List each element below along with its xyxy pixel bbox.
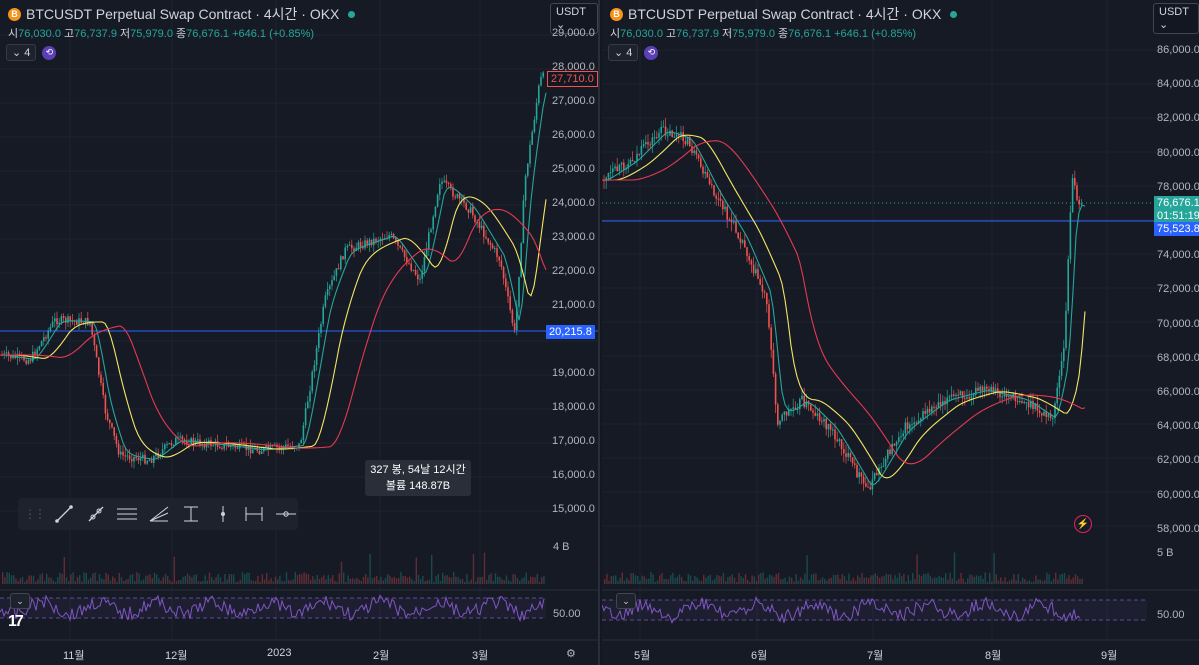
- fib-fan-icon[interactable]: [147, 502, 171, 526]
- moving-average-line: [602, 140, 1086, 465]
- bitcoin-icon: B: [8, 7, 21, 21]
- hline-price-tag: 75,523.8: [1154, 222, 1199, 236]
- trend-line-icon[interactable]: [52, 502, 76, 526]
- time-tick-label: 3월: [472, 650, 489, 662]
- collapse-pane-button[interactable]: ⌄: [616, 593, 636, 609]
- sync-icon[interactable]: ⟲: [42, 45, 57, 60]
- price-tick-label: 16,000.0: [552, 469, 595, 481]
- price-tick-label: 78,000.0: [1157, 180, 1199, 193]
- price-tick-label: 28,000.0: [552, 61, 595, 73]
- hline-price-tag: 20,215.8: [546, 325, 595, 339]
- countdown-tag: 01:51:19: [1154, 209, 1199, 223]
- chart-canvas-left[interactable]: [0, 0, 598, 665]
- price-tick-label: 25,000.0: [552, 163, 595, 175]
- price-tick-label: 29,000.0: [552, 27, 595, 39]
- date-range-icon[interactable]: [243, 502, 267, 526]
- price-tick-label: 74,000.0: [1157, 249, 1199, 262]
- moving-average-line: [602, 134, 1086, 479]
- price-tick-label: 24,000.0: [552, 197, 595, 209]
- lightning-icon[interactable]: ⚡: [1074, 515, 1092, 533]
- chart-pane-left[interactable]: B BTCUSDT Perpetual Swap Contract · 4시간 …: [0, 0, 600, 665]
- bitcoin-icon: B: [610, 7, 623, 21]
- time-tick-label: 6월: [751, 650, 768, 662]
- collapse-pane-button[interactable]: ⌄: [10, 593, 30, 609]
- volume-bars: [604, 552, 1083, 584]
- time-tick-label: 12월: [165, 650, 188, 662]
- drag-handle-icon[interactable]: ⋮⋮: [24, 507, 46, 521]
- symbol-header: B BTCUSDT Perpetual Swap Contract · 4시간 …: [8, 4, 356, 24]
- sync-icon[interactable]: ⟲: [644, 45, 659, 60]
- moving-average-line: [0, 92, 547, 460]
- tradingview-logo: 17: [8, 613, 24, 630]
- time-tick-label: 7월: [867, 650, 884, 662]
- symbol-header: B BTCUSDT Perpetual Swap Contract · 4시간 …: [610, 4, 958, 24]
- price-tick-label: 84,000.0: [1157, 78, 1199, 91]
- rsi-scale-label: 50.00: [1157, 609, 1185, 621]
- drawing-toolbar: ⋮⋮: [18, 498, 298, 530]
- market-open-icon: [950, 10, 958, 18]
- rsi-line: [602, 596, 1081, 624]
- price-tick-label: 68,000.0: [1157, 351, 1199, 364]
- measure-tooltip: 327 봉, 54날 12시간 볼륨 148.87B: [365, 460, 471, 496]
- price-tick-label: 27,000.0: [552, 95, 595, 107]
- moving-average-line: [0, 208, 547, 449]
- price-tick-label: 58,000.0: [1157, 522, 1199, 535]
- time-tick-label: 5월: [634, 650, 651, 662]
- price-tick-label: 15,000.0: [552, 503, 595, 515]
- price-tick-label: 62,000.0: [1157, 454, 1199, 467]
- ray-icon[interactable]: [84, 502, 108, 526]
- moving-average-line: [602, 131, 1086, 486]
- price-tick-label: 60,000.0: [1157, 488, 1199, 501]
- price-tick-label: 80,000.0: [1157, 146, 1199, 159]
- chart-pane-right[interactable]: B BTCUSDT Perpetual Swap Contract · 4시간 …: [602, 0, 1199, 665]
- symbol-title[interactable]: BTCUSDT Perpetual Swap Contract · 4시간 · …: [628, 6, 942, 22]
- price-tick-label: 70,000.0: [1157, 317, 1199, 330]
- rsi-scale-label: 50.00: [553, 608, 581, 620]
- parallel-channel-icon[interactable]: [116, 502, 140, 526]
- currency-select[interactable]: USDT ⌄: [550, 3, 598, 34]
- vertical-line-icon[interactable]: [211, 502, 235, 526]
- chart-canvas-right[interactable]: [602, 0, 1199, 665]
- market-open-icon: [348, 10, 356, 18]
- volume-scale-label: 5 B: [1157, 547, 1174, 559]
- price-tick-label: 86,000.0: [1157, 44, 1199, 56]
- horizontal-line-icon[interactable]: [274, 502, 298, 526]
- price-tick-label: 66,000.0: [1157, 386, 1199, 398]
- ohlc-legend: 시76,030.0 고76,737.9 저75,979.0 종76,676.1 …: [8, 28, 315, 40]
- settings-gear-icon[interactable]: ⚙: [566, 648, 576, 660]
- last-price-tag: 76,676.1: [1154, 196, 1199, 210]
- time-tick-label: 2월: [373, 650, 390, 662]
- price-tick-label: 17,000.0: [552, 435, 595, 447]
- rsi-line: [0, 594, 545, 623]
- time-tick-label: 8월: [985, 650, 1002, 662]
- ohlc-legend: 시76,030.0 고76,737.9 저75,979.0 종76,676.1 …: [610, 28, 917, 40]
- price-tick-label: 18,000.0: [552, 401, 595, 413]
- price-tick-label: 82,000.0: [1157, 112, 1199, 125]
- price-tick-label: 22,000.0: [552, 265, 595, 277]
- symbol-title[interactable]: BTCUSDT Perpetual Swap Contract · 4시간 · …: [26, 6, 340, 22]
- volume-bars: [2, 552, 545, 584]
- price-tick-label: 21,000.0: [552, 299, 595, 311]
- price-tick-label: 26,000.0: [552, 129, 595, 141]
- indicators-toggle-button[interactable]: ⌄ 4: [6, 44, 37, 61]
- currency-select[interactable]: USDT ⌄: [1153, 3, 1199, 34]
- last-price-tag: 27,710.0: [547, 71, 598, 87]
- time-tick-label: 2023: [267, 647, 292, 659]
- price-tick-label: 72,000.0: [1157, 283, 1199, 296]
- volume-scale-label: 4 B: [553, 541, 570, 553]
- indicators-toggle-button[interactable]: ⌄ 4: [608, 44, 639, 61]
- price-tick-label: 19,000.0: [552, 367, 595, 379]
- candles: [603, 118, 1083, 496]
- price-tick-label: 64,000.0: [1157, 420, 1199, 433]
- vertical-measure-icon[interactable]: [179, 502, 203, 526]
- time-tick-label: 9월: [1101, 650, 1118, 662]
- price-tick-label: 23,000.0: [552, 231, 595, 243]
- time-tick-label: 11월: [63, 650, 85, 662]
- moving-average-line: [0, 196, 547, 458]
